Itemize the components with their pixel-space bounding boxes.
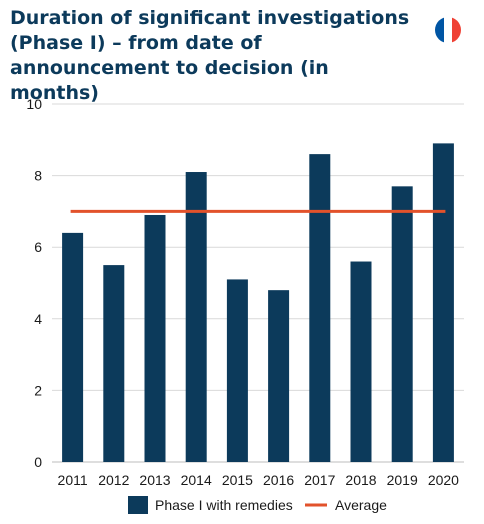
y-tick-label: 2 xyxy=(34,382,42,398)
y-tick-label: 0 xyxy=(34,454,42,470)
x-tick-label: 2011 xyxy=(58,472,88,488)
chart-title: Duration of significant investigations (… xyxy=(10,7,410,104)
x-tick-label: 2013 xyxy=(139,472,170,488)
y-tick-label: 10 xyxy=(26,96,42,112)
bar-2013 xyxy=(144,214,166,462)
y-tick-label: 6 xyxy=(34,239,42,255)
x-tick-label: 2012 xyxy=(98,472,129,488)
bar-2020 xyxy=(432,143,454,462)
bar-2019 xyxy=(391,186,413,462)
bar-2018 xyxy=(350,261,372,462)
bar-2015 xyxy=(226,279,248,462)
bars xyxy=(62,143,454,462)
x-tick-label: 2018 xyxy=(345,472,376,488)
bar-2011 xyxy=(62,232,84,462)
x-tick-label: 2016 xyxy=(263,472,294,488)
y-tick-label: 4 xyxy=(34,311,42,327)
x-tick-label: 2020 xyxy=(428,472,459,488)
x-tick-label: 2015 xyxy=(222,472,253,488)
legend-label-bars: Phase I with remedies xyxy=(155,497,293,513)
legend: Phase I with remedies Average xyxy=(128,496,387,514)
y-tick-label: 8 xyxy=(34,168,42,184)
bar-2016 xyxy=(268,290,290,462)
bar-2017 xyxy=(309,154,331,462)
y-axis-tick-labels: 0 2 4 6 8 10 xyxy=(26,96,42,470)
bar-2014 xyxy=(185,172,207,462)
x-tick-label: 2014 xyxy=(181,472,212,488)
france-flag-icon xyxy=(435,17,461,43)
x-tick-label: 2017 xyxy=(304,472,335,488)
legend-label-line: Average xyxy=(335,497,387,513)
x-axis-tick-labels: 2011 2012 2013 2014 2015 2016 2017 2018 2019 2020 xyxy=(58,472,460,488)
x-tick-label: 2019 xyxy=(387,472,418,488)
legend-swatch-bars xyxy=(128,496,148,514)
bar-2012 xyxy=(103,265,125,462)
